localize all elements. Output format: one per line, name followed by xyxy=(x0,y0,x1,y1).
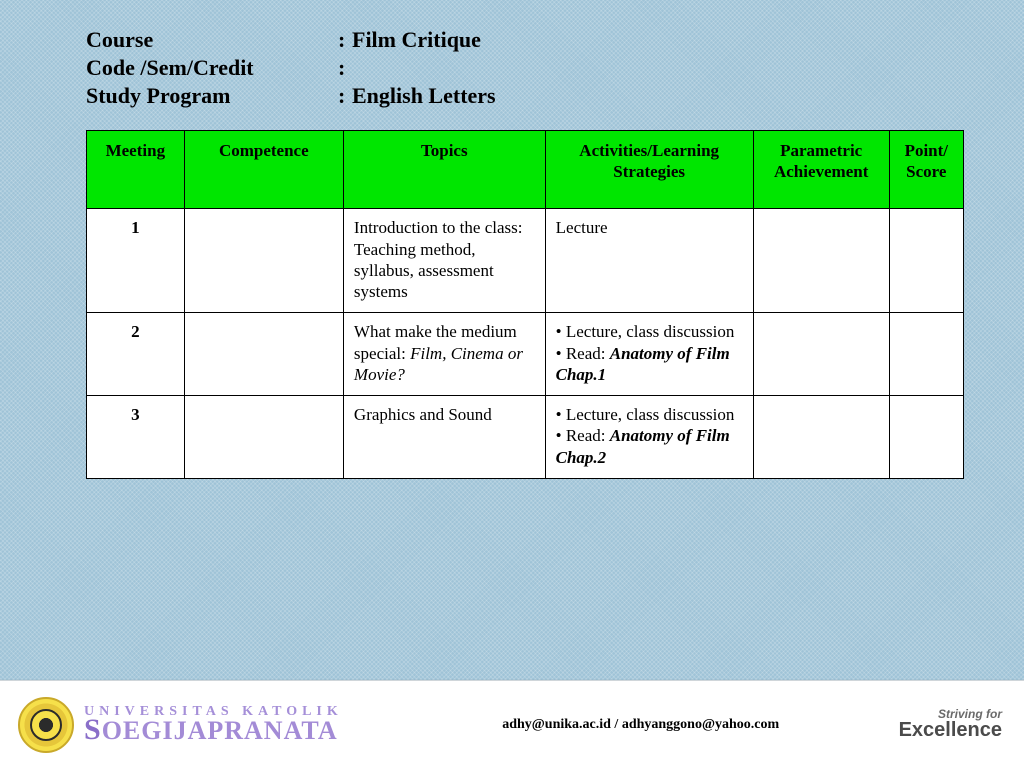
cell-competence xyxy=(184,396,343,479)
activity-line: • Read: Anatomy of Film Chap.2 xyxy=(556,425,743,468)
header-value xyxy=(352,54,964,82)
col-header-score: Point/ Score xyxy=(889,131,963,209)
tagline-bottom: Excellence xyxy=(899,719,1002,742)
cell-score xyxy=(889,313,963,396)
cell-score xyxy=(889,396,963,479)
university-name: UNIVERSITAS KATOLIK SOEGIJAPRANATA xyxy=(84,705,343,745)
activity-line: Lecture xyxy=(556,217,743,238)
cell-activities: • Lecture, class discussion• Read: Anato… xyxy=(545,396,753,479)
cell-topic: What make the medium special: Film, Cine… xyxy=(343,313,545,396)
header-label: Course xyxy=(86,26,338,54)
col-header-activities: Activities/Learning Strategies xyxy=(545,131,753,209)
cell-score xyxy=(889,209,963,313)
cell-parametric xyxy=(753,396,889,479)
footer-tagline: Striving for Excellence xyxy=(899,707,1002,742)
table-row: 1 Introduction to the class: Teaching met… xyxy=(87,209,964,313)
cell-meeting: 2 xyxy=(87,313,185,396)
table-row: 2 What make the medium special: Film, Cin… xyxy=(87,313,964,396)
header-value: English Letters xyxy=(352,82,964,110)
university-name-bottom: SOEGIJAPRANATA xyxy=(84,716,343,745)
header-label: Code /Sem/Credit xyxy=(86,54,338,82)
cell-competence xyxy=(184,313,343,396)
table-body: 1 Introduction to the class: Teaching met… xyxy=(87,209,964,479)
activity-line: • Lecture, class discussion xyxy=(556,321,743,342)
slide-footer: UNIVERSITAS KATOLIK SOEGIJAPRANATA adhy@… xyxy=(0,680,1024,768)
cell-topic: Graphics and Sound xyxy=(343,396,545,479)
cell-meeting: 3 xyxy=(87,396,185,479)
col-header-parametric: Parametric Achievement xyxy=(753,131,889,209)
col-header-topics: Topics xyxy=(343,131,545,209)
cell-meeting: 1 xyxy=(87,209,185,313)
university-seal-icon xyxy=(18,697,74,753)
cell-parametric xyxy=(753,313,889,396)
header-value: Film Critique xyxy=(352,26,964,54)
cell-activities: Lecture xyxy=(545,209,753,313)
cell-activities: • Lecture, class discussion• Read: Anato… xyxy=(545,313,753,396)
cell-topic-italic: Film, Cinema or Movie? xyxy=(354,344,523,384)
activity-line: • Read: Anatomy of Film Chap.1 xyxy=(556,343,743,386)
activity-reading: Anatomy of Film Chap.2 xyxy=(556,426,730,466)
slide-content: Course : Film Critique Code /Sem/Credit … xyxy=(86,26,964,479)
syllabus-table: Meeting Competence Topics Activities/Lea… xyxy=(86,130,964,478)
syllabus-table-wrap: Meeting Competence Topics Activities/Lea… xyxy=(86,130,964,478)
cell-parametric xyxy=(753,209,889,313)
cell-competence xyxy=(184,209,343,313)
col-header-meeting: Meeting xyxy=(87,131,185,209)
header-line-program: Study Program : English Letters xyxy=(86,82,964,110)
header-colon: : xyxy=(338,82,352,110)
header-line-course: Course : Film Critique xyxy=(86,26,964,54)
table-header-row: Meeting Competence Topics Activities/Lea… xyxy=(87,131,964,209)
header-line-code: Code /Sem/Credit : xyxy=(86,54,964,82)
activity-reading: Anatomy of Film Chap.1 xyxy=(556,344,730,384)
header-colon: : xyxy=(338,54,352,82)
cell-topic: Introduction to the class: Teaching meth… xyxy=(343,209,545,313)
table-row: 3Graphics and Sound• Lecture, class disc… xyxy=(87,396,964,479)
footer-email: adhy@unika.ac.id / adhyanggono@yahoo.com xyxy=(343,717,899,733)
header-label: Study Program xyxy=(86,82,338,110)
activity-line: • Lecture, class discussion xyxy=(556,404,743,425)
col-header-competence: Competence xyxy=(184,131,343,209)
header-colon: : xyxy=(338,26,352,54)
